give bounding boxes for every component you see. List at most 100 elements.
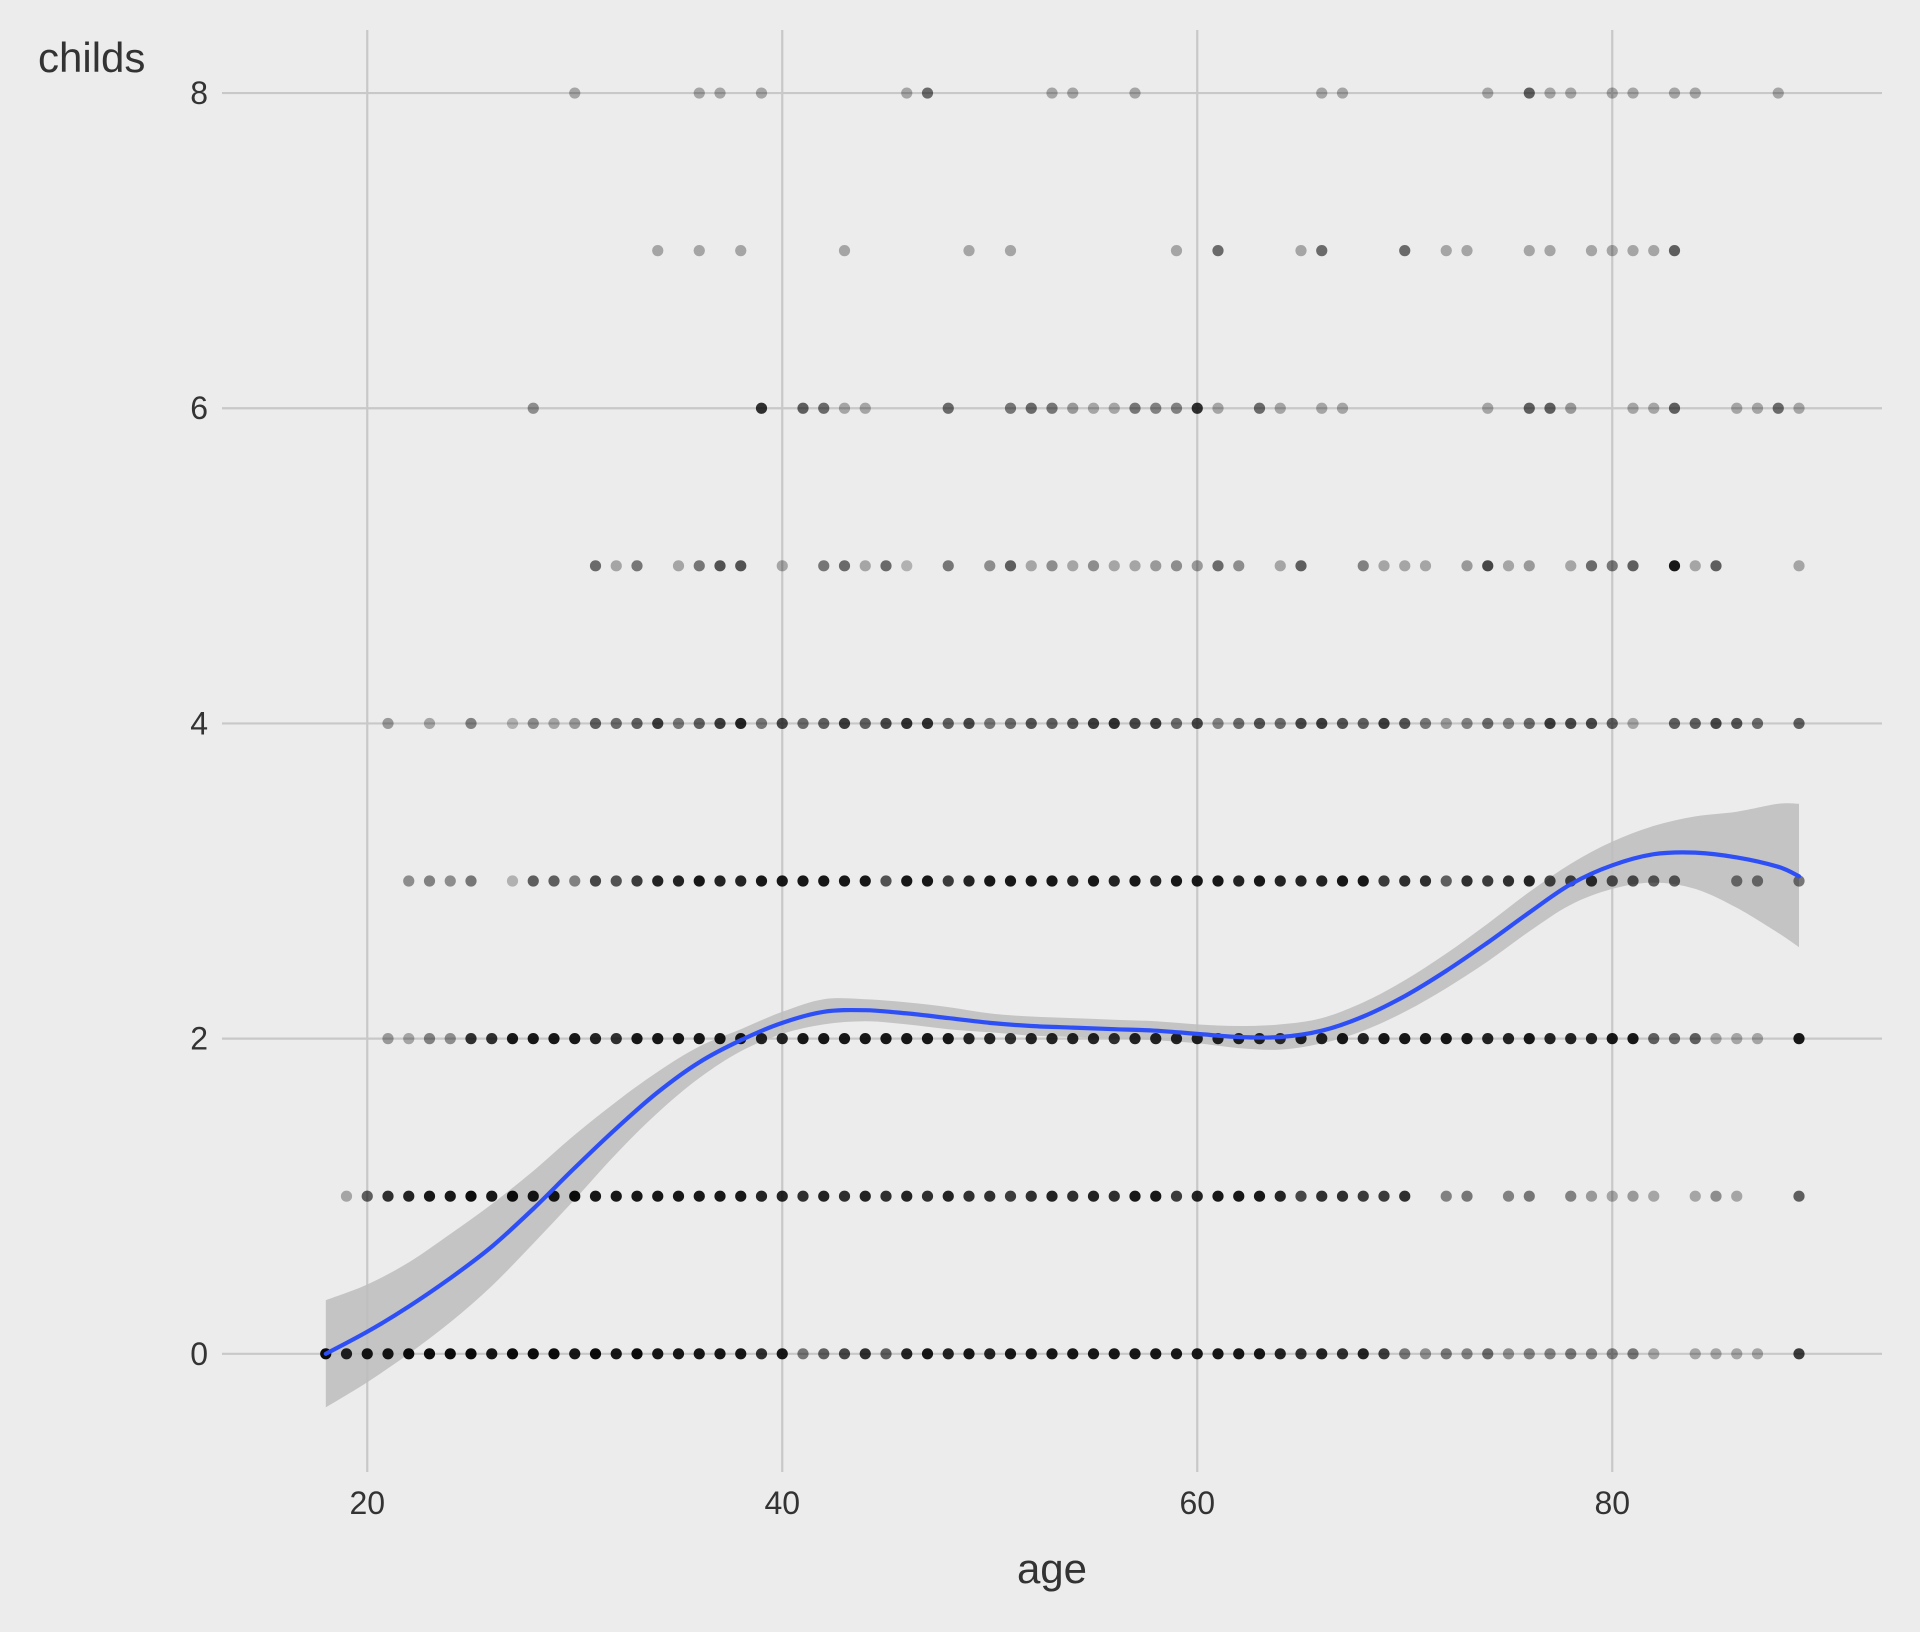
data-point (1627, 402, 1639, 414)
data-point (1710, 1190, 1722, 1202)
data-point (672, 1190, 685, 1202)
data-point (569, 875, 581, 887)
data-point (340, 1190, 353, 1202)
data-point (1336, 875, 1349, 887)
data-point (1150, 875, 1162, 887)
data-point (1004, 1190, 1017, 1202)
data-point (1295, 875, 1307, 887)
data-point (1004, 1033, 1017, 1045)
data-point (818, 560, 830, 572)
data-point (1710, 1348, 1722, 1360)
data-point (1212, 875, 1224, 887)
data-point (1357, 560, 1369, 572)
data-point (1150, 1033, 1162, 1045)
data-point (382, 717, 394, 730)
data-point (1627, 245, 1639, 257)
data-point (652, 1033, 664, 1045)
data-point (1025, 560, 1037, 572)
data-point (1399, 245, 1411, 257)
data-point (797, 402, 809, 414)
data-point (1378, 1033, 1390, 1045)
data-point (693, 245, 705, 257)
data-point (506, 1348, 519, 1360)
data-point (423, 1348, 436, 1360)
data-point (589, 1190, 602, 1202)
data-point (1523, 717, 1535, 730)
data-point (1793, 875, 1805, 887)
data-point (1108, 875, 1120, 887)
data-point (423, 1033, 436, 1045)
data-point (1689, 87, 1701, 99)
data-point (1336, 1348, 1349, 1360)
data-point (465, 1033, 477, 1045)
data-point (1253, 1348, 1266, 1360)
data-point (1399, 717, 1411, 730)
data-point (1212, 1190, 1224, 1202)
data-point (1170, 560, 1183, 572)
data-point (1751, 717, 1764, 730)
data-point (672, 717, 685, 730)
data-point (423, 1190, 436, 1202)
data-point (589, 717, 602, 730)
data-point (1212, 717, 1224, 730)
data-point (776, 875, 788, 887)
data-point (1067, 717, 1079, 730)
data-point (921, 87, 934, 99)
data-point (1585, 717, 1598, 730)
data-point (901, 875, 913, 887)
data-point (1627, 560, 1639, 572)
y-tick-label: 0 (190, 1336, 208, 1372)
data-point (921, 717, 934, 730)
data-point (755, 717, 768, 730)
data-point (1150, 1190, 1162, 1202)
data-point (1440, 875, 1452, 887)
data-point (1004, 245, 1017, 257)
data-point (1565, 87, 1577, 99)
data-point (693, 717, 705, 730)
data-point (859, 1190, 871, 1202)
data-point (1482, 875, 1494, 887)
data-point (1150, 717, 1162, 730)
data-point (548, 717, 560, 730)
data-point (818, 1190, 830, 1202)
data-point (1253, 717, 1266, 730)
data-point (797, 875, 809, 887)
data-point (1170, 402, 1183, 414)
data-point (569, 717, 581, 730)
data-point (1689, 560, 1701, 572)
data-point (1793, 717, 1805, 730)
data-point (1399, 1348, 1411, 1360)
data-point (1482, 560, 1494, 572)
data-point (693, 1348, 705, 1360)
data-point (901, 1190, 913, 1202)
data-point (1544, 1033, 1556, 1045)
data-point (1461, 1348, 1473, 1360)
data-point (942, 1033, 954, 1045)
data-point (921, 875, 934, 887)
data-point (1731, 1190, 1743, 1202)
data-point (1710, 717, 1722, 730)
data-point (506, 1033, 519, 1045)
data-point (1419, 875, 1432, 887)
data-point (361, 1190, 373, 1202)
data-point (693, 560, 705, 572)
data-point (1253, 1190, 1266, 1202)
data-point (776, 1033, 788, 1045)
data-point (1627, 1190, 1639, 1202)
data-point (1668, 87, 1681, 99)
data-point (610, 875, 622, 887)
data-point (776, 560, 788, 572)
data-point (880, 875, 892, 887)
data-point (589, 1348, 602, 1360)
data-point (1233, 560, 1245, 572)
data-point (838, 717, 851, 730)
data-point (1668, 402, 1681, 414)
data-point (1523, 1033, 1535, 1045)
data-point (444, 875, 456, 887)
data-point (610, 1190, 622, 1202)
data-point (1067, 875, 1079, 887)
data-point (1648, 875, 1660, 887)
data-point (361, 1348, 373, 1360)
data-point (818, 717, 830, 730)
data-point (714, 1190, 726, 1202)
